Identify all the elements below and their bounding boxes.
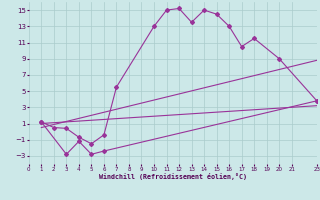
X-axis label: Windchill (Refroidissement éolien,°C): Windchill (Refroidissement éolien,°C) xyxy=(99,173,247,180)
